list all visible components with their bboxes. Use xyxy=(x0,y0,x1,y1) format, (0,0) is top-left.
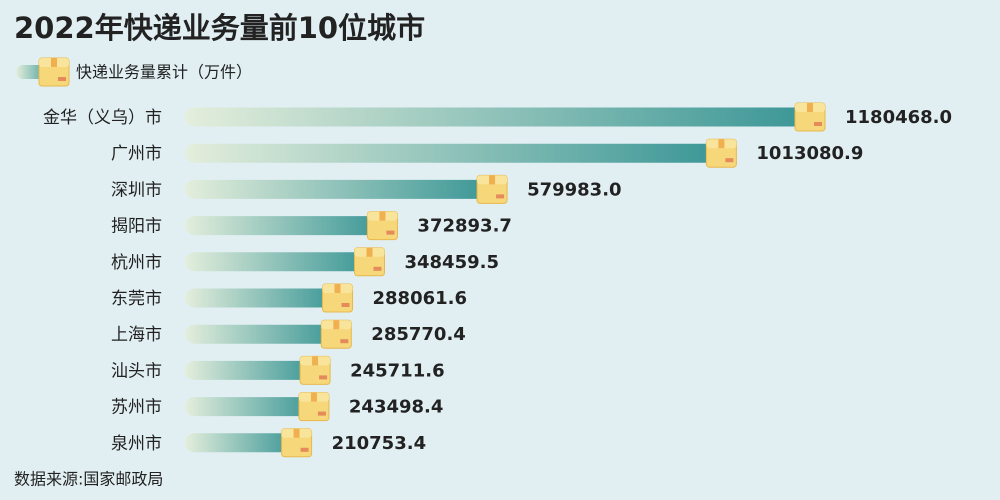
bar xyxy=(185,216,383,236)
value-label: 243498.4 xyxy=(349,397,444,418)
box-icon xyxy=(38,57,70,87)
box-tape xyxy=(379,211,386,221)
bar xyxy=(185,179,493,199)
y-tick-label: 泉州市 xyxy=(111,434,162,454)
box-tape xyxy=(51,58,57,67)
value-label: 372893.7 xyxy=(417,216,512,237)
y-tick-label: 东莞市 xyxy=(111,289,162,309)
box-label xyxy=(814,122,822,126)
y-tick-label: 汕头市 xyxy=(111,361,162,381)
box-icon xyxy=(322,283,354,313)
legend-label: 快递业务量累计（万件） xyxy=(76,63,252,82)
box-icon xyxy=(705,138,737,168)
value-label: 579983.0 xyxy=(527,179,622,200)
box-tape xyxy=(312,356,319,366)
box-tape xyxy=(334,284,341,293)
box-label xyxy=(300,447,309,452)
bar xyxy=(185,107,810,127)
box-label xyxy=(496,194,505,199)
y-tick-label: 深圳市 xyxy=(111,180,162,200)
box-icon xyxy=(476,174,508,204)
box-label xyxy=(58,77,66,81)
value-label: 285770.4 xyxy=(371,324,466,345)
box-icon xyxy=(298,392,330,422)
box-label xyxy=(386,230,395,235)
box-label xyxy=(725,158,734,163)
box-tape xyxy=(807,103,813,112)
value-label: 210753.4 xyxy=(332,433,427,454)
bar xyxy=(185,252,370,272)
box-tape xyxy=(366,247,373,257)
bar xyxy=(185,360,316,380)
box-tape xyxy=(718,139,725,149)
value-label: 348459.5 xyxy=(404,252,499,273)
y-tick-label: 揭阳市 xyxy=(111,217,162,237)
box-tape xyxy=(489,175,496,185)
y-tick-label: 苏州市 xyxy=(111,398,162,418)
bar xyxy=(185,143,722,163)
box-tape xyxy=(333,320,340,330)
y-tick-label: 广州市 xyxy=(111,144,162,164)
box-label xyxy=(341,303,350,307)
box-tape xyxy=(310,392,317,402)
box-label xyxy=(317,411,326,416)
value-label: 1013080.9 xyxy=(756,143,863,164)
value-label: 288061.6 xyxy=(373,288,468,309)
bar xyxy=(185,288,338,308)
box-icon xyxy=(320,319,352,349)
box-label xyxy=(340,339,349,344)
y-tick-label: 金华（义乌）市 xyxy=(43,108,162,128)
value-label: 245711.6 xyxy=(350,360,445,381)
bar xyxy=(185,324,337,344)
y-tick-label: 上海市 xyxy=(111,325,162,345)
y-tick-label: 杭州市 xyxy=(111,253,162,273)
box-icon xyxy=(281,428,313,458)
box-icon xyxy=(353,247,385,277)
box-label xyxy=(319,375,328,380)
value-label: 1180468.0 xyxy=(845,107,952,128)
box-tape xyxy=(293,428,300,438)
box-icon xyxy=(794,102,826,132)
box-icon xyxy=(366,211,398,241)
bar xyxy=(185,397,314,417)
bar xyxy=(185,433,297,453)
source: 数据来源:国家邮政局 xyxy=(14,470,163,489)
box-label xyxy=(373,266,382,271)
box-icon xyxy=(299,355,331,385)
chart-title: 2022年快递业务量前10位城市 xyxy=(14,11,425,45)
